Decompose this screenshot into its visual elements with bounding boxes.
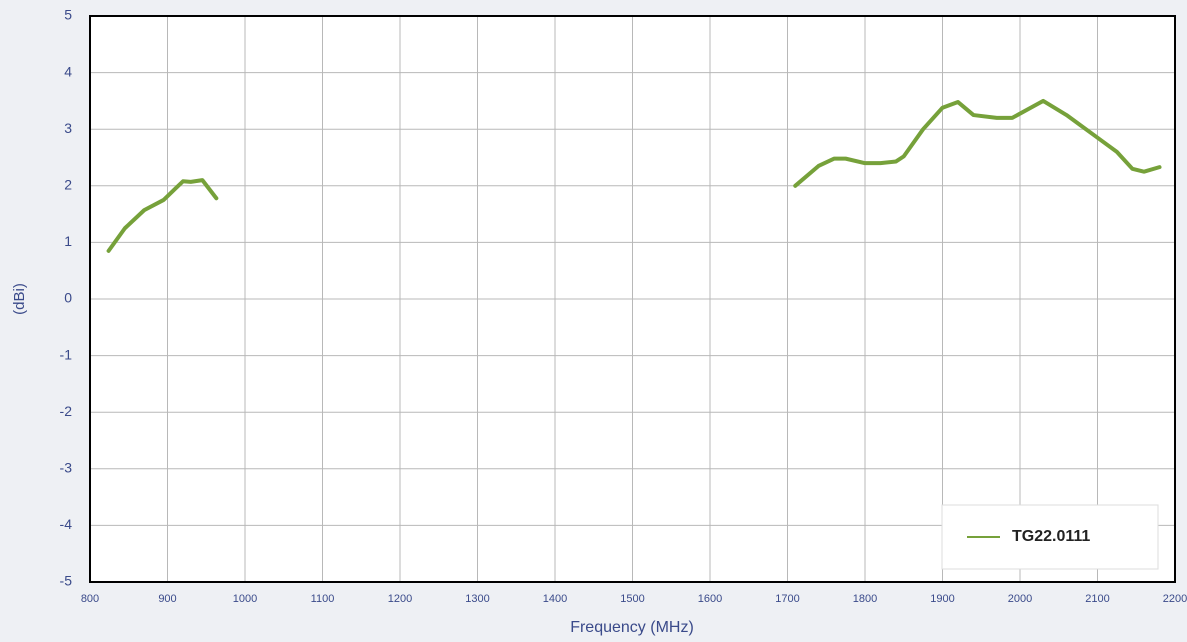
x-tick-label: 900: [158, 593, 176, 605]
y-tick-label: 0: [64, 290, 72, 306]
x-tick-label: 1200: [388, 593, 412, 605]
x-tick-label: 2200: [1163, 593, 1187, 605]
x-tick-label: 1300: [465, 593, 489, 605]
legend-label: TG22.0111: [1012, 528, 1090, 545]
x-tick-label: 1600: [698, 593, 722, 605]
y-tick-label: 2: [64, 177, 72, 193]
x-tick-label: 1700: [775, 593, 799, 605]
x-axis-label: Frequency (MHz): [570, 619, 694, 636]
y-tick-label: -2: [60, 403, 73, 419]
y-tick-label: -4: [60, 516, 73, 532]
x-tick-label: 2000: [1008, 593, 1032, 605]
plot-frame: [89, 15, 1176, 583]
y-tick-label: 5: [64, 7, 72, 23]
y-tick-label: 1: [64, 233, 72, 249]
y-tick-label: -3: [60, 460, 73, 476]
data-line: [106, 98, 1162, 253]
x-tick-label: 800: [81, 593, 99, 605]
x-tick-label: 1900: [930, 593, 954, 605]
y-tick-label: -1: [60, 346, 73, 362]
y-tick-label: -5: [60, 573, 73, 589]
y-tick-label: 4: [64, 63, 72, 79]
x-tick-label: 1800: [853, 593, 877, 605]
y-axis-label: (dBi): [11, 283, 28, 315]
x-tick-label: 1500: [620, 593, 644, 605]
y-tick-label: 3: [64, 120, 72, 136]
x-tick-label: 1400: [543, 593, 567, 605]
x-tick-label: 1100: [311, 593, 335, 605]
x-tick-label: 2100: [1085, 593, 1109, 605]
x-tick-label: 1000: [233, 593, 257, 605]
